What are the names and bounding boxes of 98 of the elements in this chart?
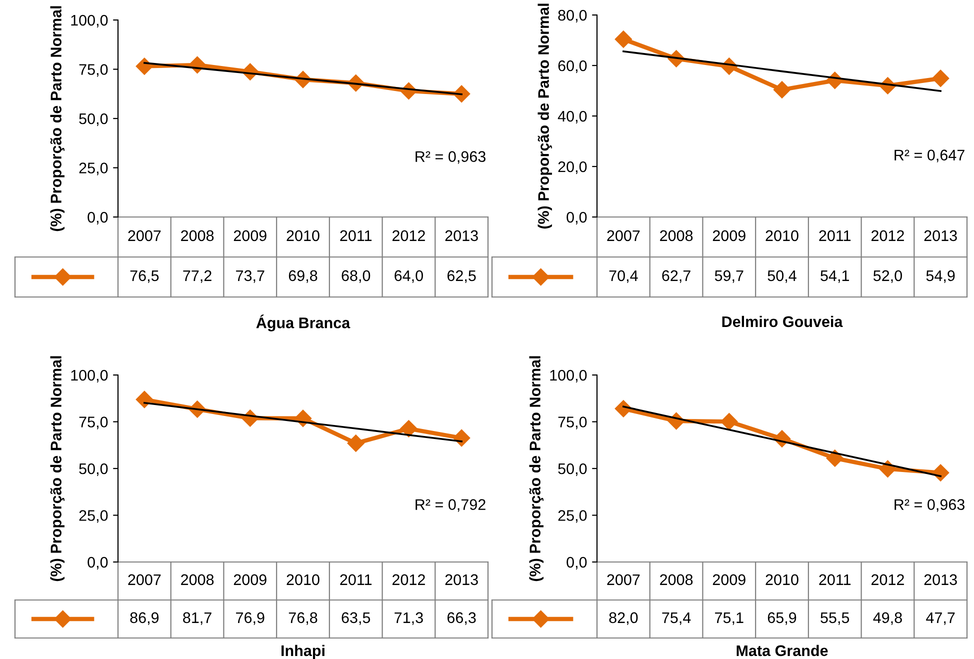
point xyxy=(720,413,738,430)
y-axis-title: (%) Proporção de Parto Normal xyxy=(538,4,552,229)
y-tick-label: 0,0 xyxy=(88,556,108,570)
y-tick-label: 20,0 xyxy=(558,161,587,174)
x-tick-label: 2012 xyxy=(392,574,425,586)
point xyxy=(826,450,844,467)
data-label: 65,9 xyxy=(768,612,796,625)
x-tick-label: 2008 xyxy=(660,230,693,242)
x-tick-label: 2007 xyxy=(607,574,640,586)
x-tick-label: 2008 xyxy=(660,574,693,586)
x-tick-label: 2013 xyxy=(445,230,478,242)
x-tick-label: 2010 xyxy=(766,230,798,242)
x-tick-label: 2011 xyxy=(340,230,372,242)
text: Inhapi xyxy=(282,644,324,659)
x-tick-label: 2013 xyxy=(445,574,478,586)
y-tick-label: 100,0 xyxy=(550,370,587,382)
x-tick-label: 2009 xyxy=(234,574,266,586)
y-tick-label: 0,0 xyxy=(566,556,587,570)
point xyxy=(453,429,470,447)
data-label: 52,0 xyxy=(873,270,902,283)
data-label: 54,9 xyxy=(926,270,955,283)
data-label: 76,5 xyxy=(130,270,159,283)
point xyxy=(614,30,632,48)
x-tick-label: 2008 xyxy=(181,230,214,242)
text: Mata Grande xyxy=(736,644,828,656)
point xyxy=(773,81,791,98)
data-label: 82,0 xyxy=(609,612,638,625)
data-label: 47,7 xyxy=(926,612,955,625)
data-label: 63,5 xyxy=(342,612,370,625)
y-axis-title: (%) Proporção de Parto Normal xyxy=(529,356,544,582)
y-tick-label: 75,0 xyxy=(558,416,587,430)
y-tick-label: 100,0 xyxy=(71,14,108,28)
y-tick-label: 0,0 xyxy=(566,212,587,224)
data-label: 64,0 xyxy=(394,270,423,283)
x-tick-label: 2012 xyxy=(871,230,904,242)
point xyxy=(347,434,364,452)
x-tick-label: 2007 xyxy=(128,574,161,586)
x-tick-label: 2011 xyxy=(819,574,851,586)
annotation: R² = 0,963 xyxy=(894,499,964,512)
x-tick-label: 2009 xyxy=(712,230,746,242)
data-label: 54,1 xyxy=(820,270,849,283)
y-tick-label: 25,0 xyxy=(558,510,587,523)
y-tick-label: 50,0 xyxy=(79,463,108,476)
y-tick-label: 25,0 xyxy=(79,510,108,523)
x-tick-label: 2008 xyxy=(181,574,214,586)
data-label: 71,3 xyxy=(394,612,423,625)
data-label: 55,5 xyxy=(820,612,850,625)
x-tick-label: 2007 xyxy=(128,230,161,242)
y-tick-label: 100,0 xyxy=(71,370,108,382)
data-label: 76,9 xyxy=(236,612,264,625)
data-label: 59,7 xyxy=(714,270,744,283)
point xyxy=(136,390,153,408)
data-label: 73,7 xyxy=(236,270,264,283)
y-tick-label: 50,0 xyxy=(558,463,587,476)
y-tick-label: 80,0 xyxy=(558,10,587,22)
y-tick-label: 25,0 xyxy=(79,162,108,176)
data-label: 77,2 xyxy=(183,270,212,283)
data-label: 69,8 xyxy=(288,270,318,283)
point xyxy=(932,70,950,87)
x-tick-label: 2011 xyxy=(340,574,372,586)
x-tick-label: 2009 xyxy=(234,230,266,242)
data-label: 50,4 xyxy=(768,270,796,283)
x-tick-label: 2009 xyxy=(712,574,746,586)
y-tick-label: 75,0 xyxy=(79,64,108,77)
annotation: R² = 0,963 xyxy=(416,151,486,164)
x-tick-label: 2010 xyxy=(286,230,320,242)
y-tick-label: 0,0 xyxy=(88,212,108,224)
x-tick-label: 2010 xyxy=(286,574,320,586)
point xyxy=(400,420,418,438)
text: Água Branca xyxy=(256,314,350,332)
y-tick-label: 40,0 xyxy=(558,110,587,124)
data-label: 66,3 xyxy=(447,612,476,625)
data-label: 75,4 xyxy=(662,612,691,625)
y-tick-label: 50,0 xyxy=(79,113,108,126)
x-tick-label: 2013 xyxy=(924,574,957,586)
data-label: 76,8 xyxy=(288,612,318,625)
data-label: 70,4 xyxy=(609,270,638,283)
point xyxy=(136,58,153,75)
data-label: 62,5 xyxy=(447,270,476,283)
annotation: R² = 0,647 xyxy=(894,150,964,162)
x-tick-label: 2013 xyxy=(924,230,957,242)
text: Delmiro Gouveia xyxy=(722,316,843,328)
x-tick-label: 2007 xyxy=(607,230,640,242)
data-label: 81,7 xyxy=(183,612,212,625)
x-tick-label: 2012 xyxy=(392,230,425,242)
y-tick-label: 60,0 xyxy=(558,60,587,73)
x-tick-label: 2011 xyxy=(819,230,851,242)
data-label: 86,9 xyxy=(130,612,159,625)
data-label: 68,0 xyxy=(342,270,370,283)
data-label: 62,7 xyxy=(662,270,690,283)
x-tick-label: 2010 xyxy=(766,574,798,586)
y-axis-title: (%) Proporção de Parto Normal xyxy=(50,356,64,582)
y-axis-title: (%) Proporção de Parto Normal xyxy=(50,6,64,232)
x-tick-label: 2012 xyxy=(871,574,904,586)
y-tick-label: 75,0 xyxy=(79,416,108,430)
data-label: 49,8 xyxy=(873,612,902,625)
annotation: R² = 0,792 xyxy=(416,499,486,512)
data-label: 75,1 xyxy=(715,612,744,625)
